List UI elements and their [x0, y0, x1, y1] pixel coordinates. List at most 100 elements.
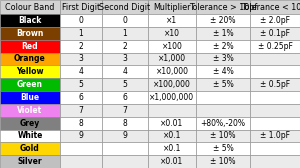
- Text: ×100,000: ×100,000: [153, 80, 191, 89]
- Bar: [250, 40, 300, 52]
- Bar: [0, 142, 60, 155]
- Text: 1: 1: [78, 29, 83, 38]
- Bar: [148, 130, 196, 142]
- Text: 7: 7: [78, 106, 83, 115]
- Bar: [60, 142, 102, 155]
- Text: Blue: Blue: [20, 93, 40, 102]
- Text: ± 10%: ± 10%: [211, 157, 236, 166]
- Text: 3: 3: [122, 54, 127, 63]
- Bar: [250, 142, 300, 155]
- Bar: [196, 130, 250, 142]
- Text: Black: Black: [18, 16, 42, 25]
- Text: Brown: Brown: [16, 29, 44, 38]
- Text: ± 10%: ± 10%: [211, 131, 236, 140]
- Text: Red: Red: [22, 42, 38, 51]
- Text: 9: 9: [78, 131, 83, 140]
- Text: Yellow: Yellow: [16, 67, 44, 76]
- Text: ×1,000,000: ×1,000,000: [149, 93, 195, 102]
- Text: ± 2%: ± 2%: [213, 42, 233, 51]
- Text: ± 0.1pF: ± 0.1pF: [260, 29, 290, 38]
- Bar: [60, 14, 102, 27]
- Bar: [102, 53, 148, 65]
- Bar: [250, 65, 300, 78]
- Text: Violet: Violet: [17, 106, 43, 115]
- Text: Orange: Orange: [14, 54, 46, 63]
- Bar: [60, 65, 102, 78]
- Bar: [60, 40, 102, 52]
- Bar: [60, 104, 102, 117]
- Bar: [60, 155, 102, 168]
- Text: ×1,000: ×1,000: [158, 54, 186, 63]
- Bar: [148, 104, 196, 117]
- Bar: [0, 117, 60, 130]
- Text: ± 1%: ± 1%: [213, 29, 233, 38]
- Bar: [250, 130, 300, 142]
- Text: 3: 3: [78, 54, 83, 63]
- Text: ± 1.0pF: ± 1.0pF: [260, 131, 290, 140]
- Text: 1: 1: [122, 29, 127, 38]
- Text: Colour Band: Colour Band: [5, 3, 55, 11]
- Bar: [148, 91, 196, 104]
- Bar: [60, 78, 102, 91]
- Text: 4: 4: [122, 67, 127, 76]
- Text: ± 4%: ± 4%: [213, 67, 234, 76]
- Text: ± 0.5pF: ± 0.5pF: [260, 80, 290, 89]
- Bar: [196, 27, 250, 40]
- Bar: [60, 117, 102, 130]
- Text: Silver: Silver: [18, 157, 42, 166]
- Bar: [148, 117, 196, 130]
- Bar: [102, 155, 148, 168]
- Bar: [250, 104, 300, 117]
- Text: Tolerance < 10pf: Tolerance < 10pf: [241, 3, 300, 11]
- Bar: [250, 78, 300, 91]
- Bar: [102, 14, 148, 27]
- Text: 8: 8: [78, 119, 83, 128]
- Text: ± 20%: ± 20%: [211, 16, 236, 25]
- Bar: [148, 53, 196, 65]
- Bar: [250, 117, 300, 130]
- Bar: [196, 78, 250, 91]
- Bar: [148, 40, 196, 52]
- Bar: [0, 14, 60, 27]
- Text: Second Digit: Second Digit: [99, 3, 150, 11]
- Text: 6: 6: [122, 93, 127, 102]
- Text: ×0.1: ×0.1: [163, 144, 181, 153]
- Bar: [196, 142, 250, 155]
- Bar: [60, 0, 102, 14]
- Text: +80%,-20%: +80%,-20%: [201, 119, 246, 128]
- Bar: [102, 40, 148, 52]
- Text: ± 5%: ± 5%: [213, 80, 234, 89]
- Bar: [196, 117, 250, 130]
- Bar: [0, 40, 60, 52]
- Text: 5: 5: [122, 80, 127, 89]
- Bar: [0, 0, 60, 14]
- Bar: [102, 117, 148, 130]
- Bar: [0, 155, 60, 168]
- Text: ± 2.0pF: ± 2.0pF: [260, 16, 290, 25]
- Text: ×0.1: ×0.1: [163, 131, 181, 140]
- Bar: [0, 27, 60, 40]
- Bar: [196, 14, 250, 27]
- Bar: [196, 91, 250, 104]
- Text: ×10: ×10: [164, 29, 180, 38]
- Text: Grey: Grey: [20, 119, 40, 128]
- Bar: [60, 130, 102, 142]
- Bar: [148, 27, 196, 40]
- Bar: [148, 155, 196, 168]
- Text: ×1: ×1: [167, 16, 178, 25]
- Text: White: White: [17, 131, 43, 140]
- Bar: [196, 65, 250, 78]
- Text: 6: 6: [78, 93, 83, 102]
- Bar: [60, 91, 102, 104]
- Bar: [196, 104, 250, 117]
- Bar: [102, 104, 148, 117]
- Bar: [0, 104, 60, 117]
- Text: ×0.01: ×0.01: [160, 157, 184, 166]
- Bar: [102, 91, 148, 104]
- Bar: [0, 65, 60, 78]
- Bar: [102, 27, 148, 40]
- Bar: [250, 53, 300, 65]
- Bar: [148, 142, 196, 155]
- Bar: [250, 27, 300, 40]
- Text: Multiplier: Multiplier: [153, 3, 191, 11]
